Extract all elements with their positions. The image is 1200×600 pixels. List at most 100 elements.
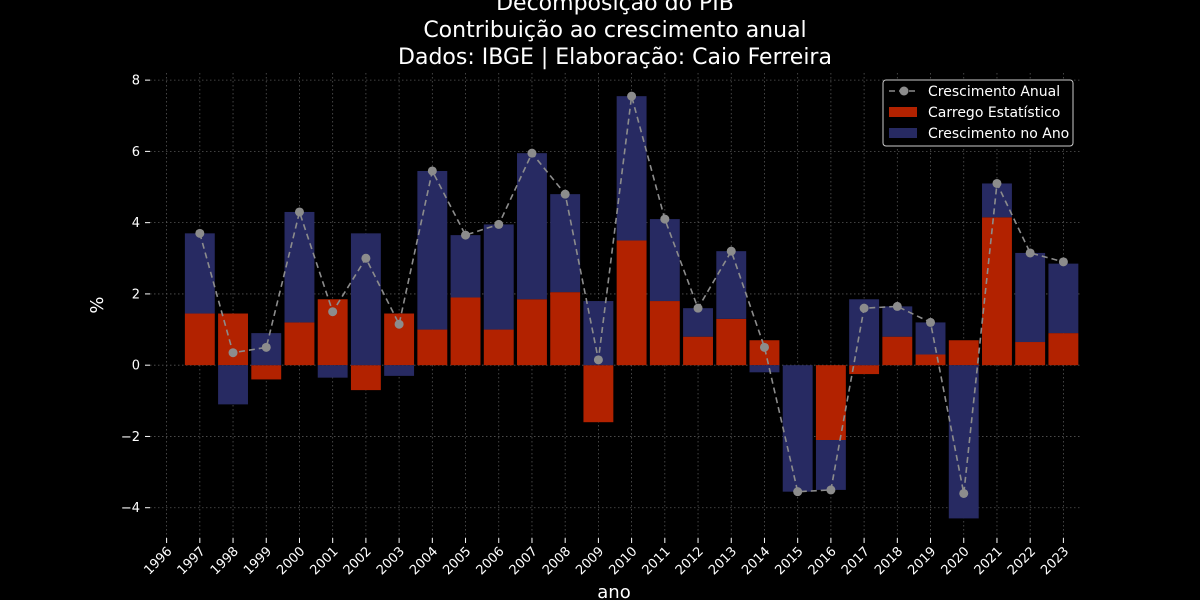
point-crescimento-anual-2014 [759,342,769,352]
bar-carrego-estat-stico-2010 [616,240,647,366]
point-crescimento-anual-2019 [926,317,936,327]
y-tick-label: −4 [121,501,140,516]
point-crescimento-anual-2007 [527,148,537,158]
chart-title: Decomposição do PIB Contribuição ao cres… [398,0,832,70]
bar-crescimento-no-ano-2016 [815,440,846,490]
y-tick-label: 6 [132,145,140,160]
bar-crescimento-no-ano-2012 [683,308,713,337]
point-crescimento-anual-2020 [959,488,969,498]
legend: Crescimento Anual Carrego Estatístico Cres… [882,79,1074,147]
x-tick-label: 2019 [905,544,939,578]
bar-carrego-estat-stico-2007 [517,299,547,366]
point-crescimento-anual-2018 [892,301,902,311]
bar-carrego-estat-stico-2005 [450,297,481,366]
x-axis-label: ano [597,582,630,600]
bar-crescimento-no-ano-2019 [915,322,946,355]
bar-crescimento-no-ano-2010 [616,96,647,241]
point-crescimento-anual-2011 [660,214,670,224]
bar-crescimento-no-ano-2023 [1048,263,1079,334]
bar-carrego-estat-stico-2011 [649,301,680,366]
x-tick-label: 2004 [407,544,441,578]
x-tick-label: 2023 [1038,544,1072,578]
bar-crescimento-no-ano-1998 [218,365,248,405]
bar-carrego-estat-stico-2002 [350,365,381,391]
x-tick-label: 2005 [440,544,474,578]
bar-crescimento-no-ano-1997 [184,233,215,314]
x-tick-label: 2001 [307,544,341,578]
bar-crescimento-no-ano-2022 [1015,252,1046,343]
bar-carrego-estat-stico-2004 [417,329,448,366]
title-line-2: Contribuição ao crescimento anual [423,18,806,43]
point-crescimento-anual-2005 [461,230,471,240]
bar-carrego-estat-stico-2006 [483,329,514,366]
legend-swatch-bar [889,128,917,138]
bar-carrego-estat-stico-2023 [1048,333,1079,366]
title-line-1: Decomposição do PIB [496,0,734,16]
title-line-3: Dados: IBGE | Elaboração: Caio Ferreira [398,45,832,70]
y-tick-label: 2 [132,287,140,302]
x-tick-label: 2018 [872,544,906,578]
y-axis-label: % [87,296,108,313]
x-tick-label: 2015 [772,544,806,578]
point-crescimento-anual-2003 [394,319,404,329]
bar-crescimento-no-ano-2005 [450,235,481,298]
bar-carrego-estat-stico-2018 [882,336,913,366]
x-tick-label: 2020 [939,544,973,578]
point-crescimento-anual-2013 [726,246,736,256]
bar-crescimento-no-ano-2006 [483,224,514,330]
y-tick-label: 4 [132,216,140,231]
point-crescimento-anual-1998 [228,348,238,358]
bar-crescimento-no-ano-2013 [716,251,747,319]
point-crescimento-anual-2009 [593,355,603,365]
legend-label: Carrego Estatístico [928,105,1060,121]
bar-carrego-estat-stico-2016 [815,365,846,441]
x-tick-label: 1998 [208,544,242,578]
x-tick-label: 2021 [972,544,1006,578]
line-crescimento-anual [199,95,1064,494]
line-series [195,91,1068,498]
x-tick-label: 1997 [175,544,209,578]
x-tick-label: 2011 [640,544,674,578]
x-tick-label: 2000 [274,544,308,578]
point-crescimento-anual-2004 [427,166,437,176]
point-crescimento-anual-2010 [627,91,637,101]
legend-label: Crescimento Anual [928,84,1060,100]
bar-crescimento-no-ano-2002 [350,233,381,366]
x-tick-label: 2014 [739,544,773,578]
point-crescimento-anual-2008 [560,189,570,199]
bar-carrego-estat-stico-2021 [982,217,1012,366]
x-tick-label: 2003 [374,544,408,578]
bar-carrego-estat-stico-1998 [218,313,248,366]
point-crescimento-anual-2021 [992,178,1002,188]
x-tick-label: 2008 [540,544,574,578]
x-tick-label: 1999 [241,544,275,578]
x-tick-label: 2017 [839,544,873,578]
point-crescimento-anual-2022 [1025,248,1035,258]
bar-crescimento-no-ano-2000 [284,211,315,323]
bars [184,96,1079,519]
bar-carrego-estat-stico-2017 [849,365,880,375]
bar-carrego-estat-stico-1999 [251,365,282,380]
point-crescimento-anual-2023 [1058,257,1068,267]
point-crescimento-anual-2012 [693,303,703,313]
legend-swatch-marker [899,86,909,96]
point-crescimento-anual-2016 [826,485,836,495]
bar-crescimento-no-ano-2004 [417,170,448,330]
x-tick-label: 2002 [341,544,375,578]
y-tick-label: 8 [132,74,140,89]
bar-crescimento-no-ano-2011 [649,219,680,302]
x-tick-label: 1996 [141,544,175,578]
x-tick-label: 2010 [606,544,640,578]
bar-crescimento-no-ano-2021 [982,183,1012,218]
bar-carrego-estat-stico-2012 [683,336,713,366]
bar-crescimento-no-ano-2015 [782,365,813,492]
x-tick-label: 2009 [573,544,607,578]
bar-carrego-estat-stico-2013 [716,318,747,366]
point-crescimento-anual-2015 [793,487,803,497]
y-tick-label: −2 [121,430,140,445]
point-crescimento-anual-1997 [195,228,205,238]
bar-carrego-estat-stico-2009 [583,365,614,423]
legend-label: Crescimento no Ano [928,126,1069,142]
x-tick-label: 2006 [474,544,508,578]
